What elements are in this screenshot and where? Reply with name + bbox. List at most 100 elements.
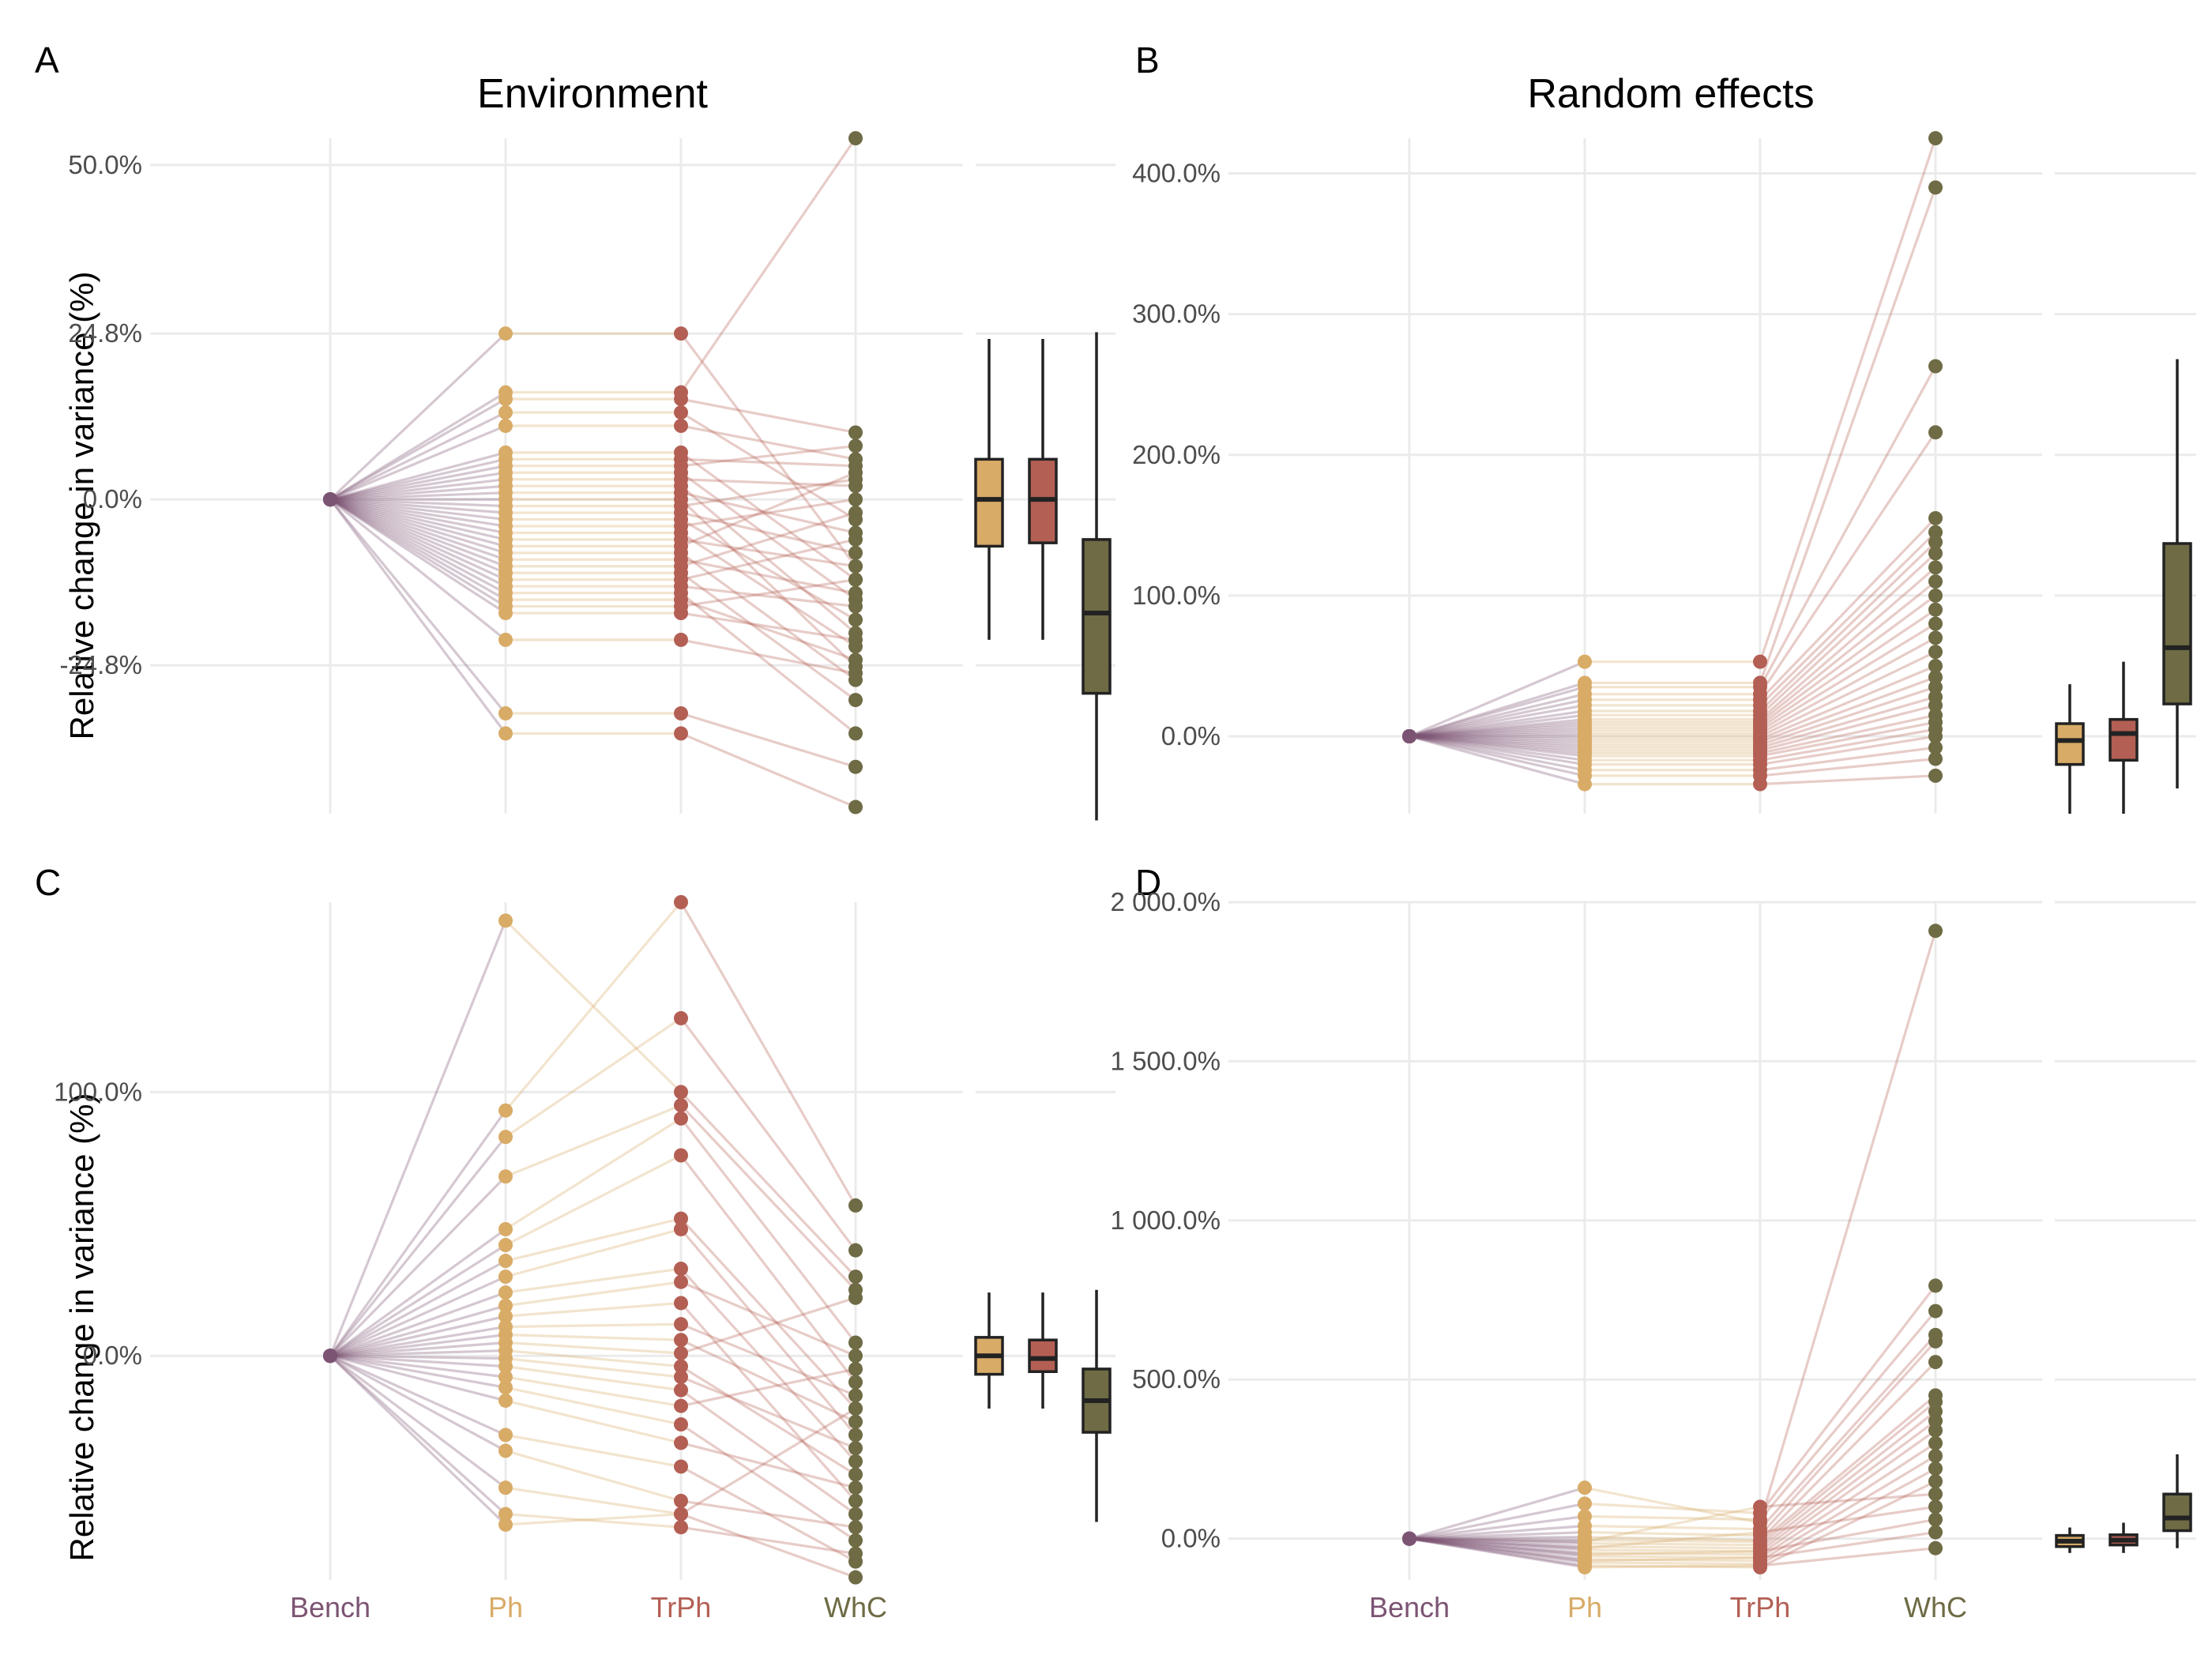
b-series-26-segment-2 — [1759, 774, 1936, 786]
b-boxplot-whc — [2162, 359, 2192, 788]
c-point-whc-18 — [848, 1533, 863, 1548]
c-series-11-segment-1 — [505, 1322, 682, 1329]
a-series-30-segment-0 — [329, 498, 507, 641]
c-point-trph-5 — [674, 1148, 688, 1163]
c-series-19-segment-2 — [680, 1441, 856, 1489]
b-point-whc-3 — [1928, 425, 1943, 440]
b-point-whc-6 — [1928, 535, 1943, 550]
x-category-label-bench: Bench — [290, 1591, 371, 1623]
x-category-labels-left: Bench Ph TrPh WhC — [290, 1591, 887, 1623]
a-series-9-segment-0 — [329, 478, 506, 501]
c-series-12-segment-0 — [329, 1333, 506, 1357]
b-series-9-segment-0 — [1409, 720, 1586, 738]
b-point-whc-17 — [1928, 679, 1943, 694]
c-series-20-segment-0 — [329, 1354, 506, 1436]
b-point-trph-26 — [1753, 777, 1767, 792]
c-point-trph-10 — [674, 1296, 688, 1311]
d-series-14-segment-2 — [1759, 1480, 1936, 1569]
c-series-15-segment-1 — [505, 1356, 682, 1379]
d-point-trph-19 — [1753, 1558, 1767, 1573]
b-point-bench-26 — [1402, 729, 1416, 744]
c-series-2-segment-1 — [505, 1017, 682, 1138]
d-point-whc-19 — [1928, 1540, 1943, 1556]
a-point-trph-2 — [674, 392, 688, 407]
d-series-12-segment-0 — [1409, 1537, 1586, 1561]
c-series-17-segment-1 — [505, 1375, 682, 1408]
a-ytick-label: 0.0% — [83, 484, 142, 514]
b-point-whc-25 — [1928, 751, 1943, 766]
a-series-10-segment-2 — [679, 484, 857, 634]
b-series-2-segment-0 — [1409, 686, 1586, 738]
d-point-whc-5 — [1928, 1355, 1943, 1370]
b-series-6-segment-0 — [1409, 709, 1586, 738]
d-point-whc-15 — [1928, 1487, 1943, 1502]
c-series-22-segment-0 — [329, 1354, 506, 1489]
c-point-trph-14 — [674, 1359, 688, 1374]
c-point-trph-6 — [674, 1211, 688, 1226]
a-series-10-segment-0 — [329, 484, 506, 501]
panel-d: 0.0% 500.0% 1 000.0% 1 500.0% 2 000.0% — [1111, 887, 2196, 1580]
a-series-6-segment-0 — [329, 457, 506, 501]
c-series-3-segment-2 — [679, 1104, 857, 1291]
b-series-24-segment-2 — [1759, 746, 1936, 772]
b-point-whc-7 — [1928, 546, 1943, 561]
a-series-9-segment-2 — [680, 478, 856, 487]
b-series-23-segment-0 — [1409, 735, 1586, 766]
c-series-23-segment-0 — [329, 1355, 507, 1515]
c-series-20-segment-1 — [505, 1433, 682, 1469]
b-series-15-segment-2 — [1759, 664, 1936, 741]
a-series-15-segment-2 — [680, 518, 856, 621]
d-series-12-segment-1 — [1584, 1558, 1761, 1563]
a-series-23-segment-2 — [680, 571, 856, 702]
d-point-whc-13 — [1928, 1462, 1943, 1477]
y-axis-label-bottom: Relative change in variance (%) — [63, 1093, 100, 1562]
b-point-whc-26 — [1928, 768, 1943, 783]
c-point-ph-20 — [498, 1428, 513, 1443]
c-series-5-segment-2 — [679, 1154, 857, 1383]
b-series-22-segment-0 — [1409, 735, 1586, 762]
a-series-15-segment-0 — [329, 498, 506, 521]
a-series-32-segment-2 — [680, 732, 856, 809]
a-series-18-segment-0 — [329, 498, 506, 541]
a-point-whc-1 — [848, 131, 863, 145]
d-series-5-segment-2 — [1759, 1360, 1937, 1541]
a-series-13-segment-2 — [680, 478, 856, 508]
a-series-18-segment-2 — [680, 538, 856, 568]
b-series-7-segment-2 — [1759, 552, 1937, 717]
x-category-label-ph: Ph — [1567, 1591, 1602, 1623]
c-series-18-segment-0 — [329, 1354, 506, 1389]
c-series-21-segment-1 — [505, 1449, 682, 1503]
d-ytick-label: 500.0% — [1132, 1364, 1221, 1394]
b-series-6-segment-2 — [1759, 541, 1937, 713]
c-point-trph-12 — [674, 1333, 688, 1348]
a-series-14-segment-2 — [680, 511, 856, 555]
a-point-trph-32 — [674, 726, 688, 741]
a-series-11-segment-0 — [329, 491, 506, 501]
c-point-whc-12 — [848, 1414, 863, 1429]
d-series-3-segment-0 — [1409, 1524, 1586, 1540]
a-point-whc-26 — [848, 726, 863, 741]
c-series-9-segment-2 — [680, 1281, 856, 1357]
a-series-20-segment-0 — [329, 498, 506, 555]
a-series-23-segment-0 — [329, 498, 506, 574]
b-ytick-label: 300.0% — [1132, 299, 1221, 329]
c-point-ph-18 — [498, 1380, 513, 1395]
b-series-16-segment-2 — [1759, 675, 1936, 743]
c-boxplot-trph — [1028, 1292, 1058, 1409]
c-point-ph-19 — [498, 1393, 513, 1408]
a-point-bench-32 — [323, 492, 337, 507]
d-series-11-segment-0 — [1409, 1537, 1586, 1558]
c-series-0-segment-0 — [329, 920, 507, 1356]
c-series-10-segment-0 — [329, 1315, 506, 1357]
c-series-16-segment-1 — [505, 1364, 682, 1392]
a-boxplot-whc — [1082, 332, 1112, 821]
panel-b: 0.0% 100.0% 200.0% 300.0% 400.0% — [1132, 131, 2196, 814]
x-category-labels-right: Bench Ph TrPh WhC — [1369, 1591, 1967, 1623]
c-series-15-segment-0 — [329, 1354, 506, 1360]
d-point-ph-0 — [1578, 1480, 1592, 1495]
a-point-whc-18 — [848, 559, 863, 574]
c-point-whc-15 — [848, 1441, 863, 1456]
c-series-4-segment-2 — [679, 1117, 857, 1344]
c-point-ph-10 — [498, 1309, 513, 1324]
